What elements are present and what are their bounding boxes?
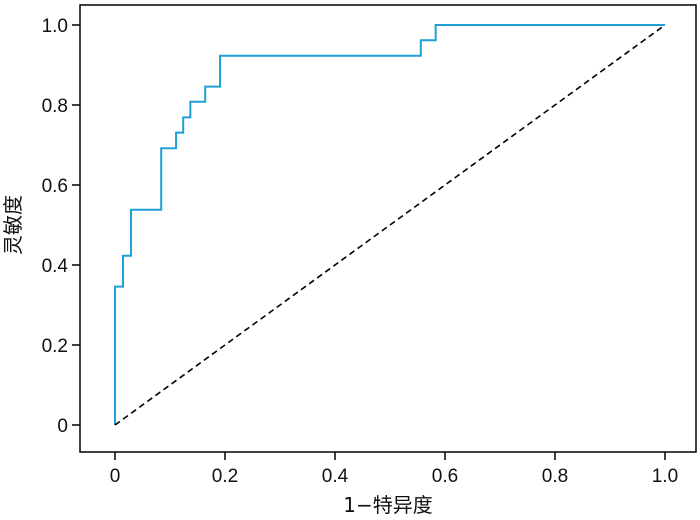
y-axis-title: 灵敏度 [1, 195, 25, 255]
y-tick-label: 0 [57, 416, 68, 437]
y-tick-label: 1.0 [42, 16, 68, 37]
y-tick-label: 0.6 [42, 176, 68, 197]
x-tick-label: 0.2 [212, 466, 238, 487]
plot-frame [79, 4, 697, 453]
x-tick-label: 0.6 [432, 466, 458, 487]
roc-curve-line [114, 24, 665, 425]
y-tick-label: 0.4 [42, 256, 69, 277]
reference-diagonal-line [114, 24, 666, 426]
series-layer [114, 24, 666, 426]
x-tick-label: 0.4 [322, 466, 349, 487]
ticks-layer: 0 0.2 0.4 0.6 0.8 1.0 0 0.2 0.4 0.6 0.8 1.0 [42, 16, 679, 487]
x-tick-label: 0 [110, 466, 121, 487]
x-tick-label: 0.8 [542, 466, 568, 487]
y-tick-label: 0.8 [42, 96, 68, 117]
x-axis-title: 1−特异度 [343, 493, 432, 517]
y-tick-label: 0.2 [42, 336, 68, 357]
x-tick-label: 1.0 [652, 466, 678, 487]
